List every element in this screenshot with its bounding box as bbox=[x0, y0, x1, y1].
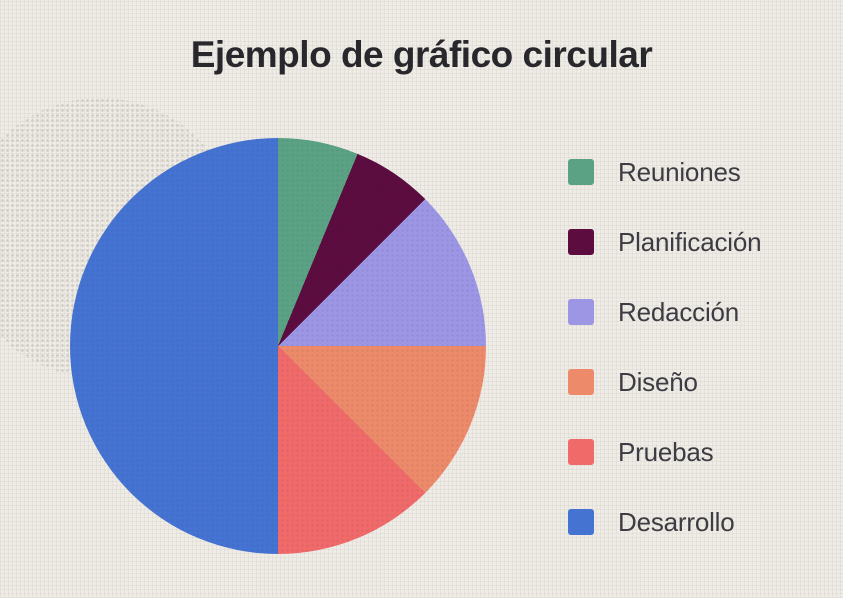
legend-swatch bbox=[568, 439, 594, 465]
legend-swatch bbox=[568, 369, 594, 395]
legend-label: Redacción bbox=[618, 296, 740, 327]
legend-item: Planificación bbox=[568, 207, 762, 277]
pie-chart bbox=[70, 138, 486, 554]
legend-item: Redacción bbox=[568, 277, 761, 347]
legend-label: Desarrollo bbox=[618, 506, 735, 537]
legend-swatch bbox=[568, 509, 594, 535]
legend-item: Diseño bbox=[568, 347, 761, 417]
legend-item: Pruebas bbox=[568, 417, 761, 487]
legend-label: Reuniones bbox=[618, 156, 741, 187]
chart-legend: Reuniones Planificación Redacción Diseño Pru… bbox=[568, 137, 762, 557]
legend-item: Desarrollo bbox=[568, 487, 761, 557]
legend-label: Planificación bbox=[618, 226, 762, 257]
pie-texture-overlay bbox=[70, 138, 486, 554]
legend-swatch bbox=[568, 229, 594, 255]
chart-title: Ejemplo de gráfico circular bbox=[190, 34, 653, 75]
legend-swatch bbox=[568, 159, 594, 185]
legend-item: Reuniones bbox=[568, 137, 761, 207]
legend-label: Diseño bbox=[618, 366, 698, 397]
legend-label: Pruebas bbox=[618, 436, 714, 467]
legend-swatch bbox=[568, 299, 594, 325]
